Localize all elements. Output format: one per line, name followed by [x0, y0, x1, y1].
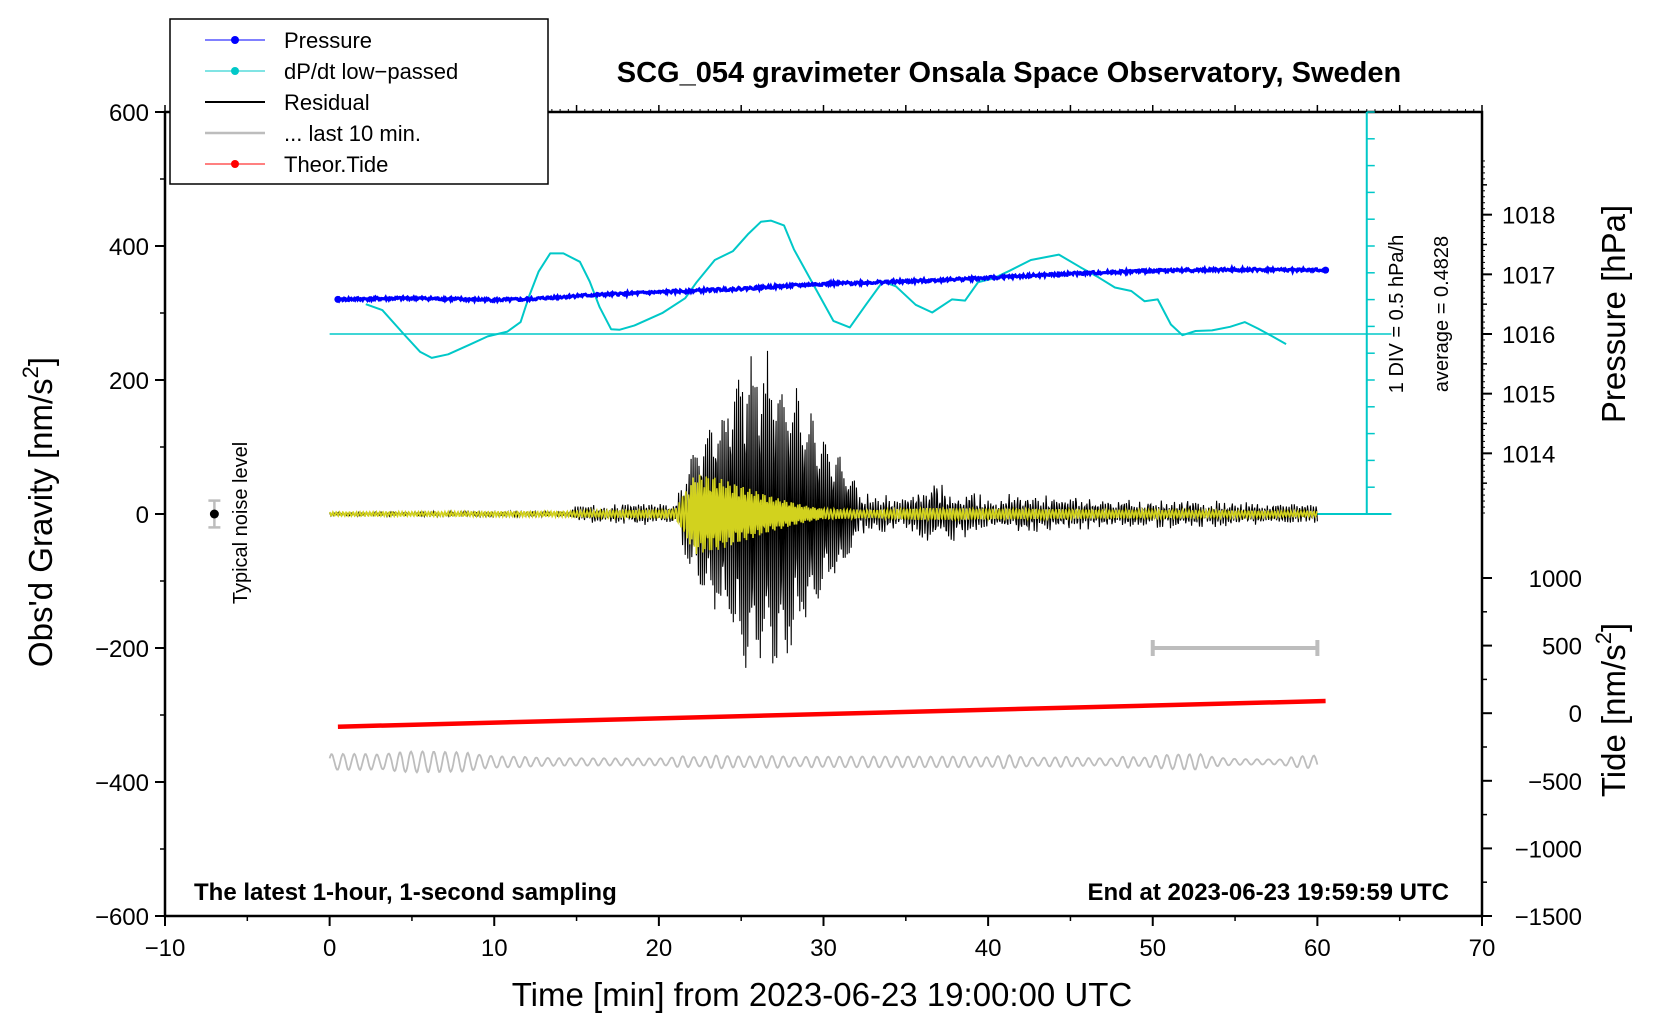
y-left-tick-label: 0 — [136, 502, 149, 529]
noise-level-label: Typical noise level — [230, 442, 252, 604]
dpdt-average-label: average = 0.4828 — [1431, 236, 1453, 392]
pressure-start-point — [334, 295, 342, 303]
x-tick-label: 0 — [323, 935, 336, 962]
legend-marker-dpdt — [231, 67, 239, 75]
y-left-tick-label: −200 — [95, 636, 149, 663]
y-pressure-tick-label: 1015 — [1502, 382, 1555, 409]
y-axis-left-label-end: ] — [22, 357, 59, 366]
tide-series-line — [337, 698, 1326, 729]
y-tide-tick-label: 500 — [1542, 634, 1582, 661]
y-pressure-tick-label: 1017 — [1502, 262, 1555, 289]
y-pressure-tick-label: 1018 — [1502, 203, 1555, 230]
noise-bar-point — [209, 509, 219, 519]
y-axis-tide-label-end: ] — [1595, 623, 1632, 632]
legend-label-last10: ... last 10 min. — [284, 121, 421, 146]
bars — [208, 499, 1320, 656]
dpdt-scale-axis — [329, 111, 1392, 515]
plot-series — [328, 219, 1330, 774]
y-tide-tick-label: −1500 — [1515, 904, 1582, 931]
x-tick-label: 50 — [1139, 935, 1166, 962]
x-tick-label: 60 — [1304, 935, 1331, 962]
y-axis-tide-label: Tide [nm/s2] — [1591, 623, 1632, 797]
y-tide-tick-label: 1000 — [1529, 566, 1582, 593]
y-axis-tide-label-sup: 2 — [1591, 632, 1616, 644]
x-tick-label: 30 — [810, 935, 837, 962]
y-axis-pressure-label: Pressure [hPa] — [1595, 205, 1632, 423]
legend-label-dpdt: dP/dt low−passed — [284, 59, 458, 84]
y-tide-tick-label: 0 — [1569, 701, 1582, 728]
x-axis-label: Time [min] from 2023-06-23 19:00:00 UTC — [512, 976, 1133, 1013]
pressure-series-line — [337, 263, 1327, 305]
sampling-note: The latest 1-hour, 1-second sampling — [194, 879, 617, 906]
y-left-tick-label: 600 — [109, 100, 149, 127]
legend: Pressure dP/dt low−passed Residual ... l… — [169, 18, 549, 185]
last10-series-line — [328, 750, 1319, 774]
legend-marker-tide — [231, 160, 239, 168]
legend-label-pressure: Pressure — [284, 28, 372, 53]
x-tick-label: 40 — [975, 935, 1002, 962]
x-tick-label: 70 — [1469, 935, 1496, 962]
chart-title: SCG_054 gravimeter Onsala Space Observat… — [617, 57, 1401, 89]
y-tide-tick-label: −1000 — [1515, 836, 1582, 863]
y-left-tick-label: −400 — [95, 770, 149, 797]
y-axis-left-label-sup: 2 — [18, 366, 43, 378]
lowpassed-residual-line — [328, 474, 1318, 555]
end-time-note: End at 2023-06-23 19:59:59 UTC — [1088, 879, 1450, 906]
y-pressure-tick-label: 1014 — [1502, 441, 1555, 468]
y-left-tick-label: −600 — [95, 904, 149, 931]
y-axis-tide-label-main: Tide [nm/s — [1595, 644, 1632, 797]
x-tick-label: 10 — [481, 935, 508, 962]
y-left-tick-label: 200 — [109, 368, 149, 395]
x-tick-label: 20 — [646, 935, 673, 962]
legend-marker-pressure — [231, 36, 239, 44]
y-left-tick-label: 400 — [109, 234, 149, 261]
legend-label-tide: Theor.Tide — [284, 152, 388, 177]
dpdt-series-line — [365, 219, 1287, 359]
y-tide-tick-label: −500 — [1528, 769, 1582, 796]
tick-labels: −10 0 10 20 30 40 50 60 70 600 400 200 0 −200 −400 −600… — [95, 100, 1582, 962]
dpdt-scale-label: 1 DIV = 0.5 hPa/h — [1386, 235, 1408, 393]
legend-label-residual: Residual — [284, 90, 370, 115]
y-pressure-tick-label: 1016 — [1502, 322, 1555, 349]
y-axis-left-label-main: Obs'd Gravity [nm/s — [22, 378, 59, 667]
x-tick-label: −10 — [145, 935, 186, 962]
y-axis-left-label: Obs'd Gravity [nm/s2] — [18, 357, 59, 667]
pressure-end-point — [1322, 266, 1330, 274]
